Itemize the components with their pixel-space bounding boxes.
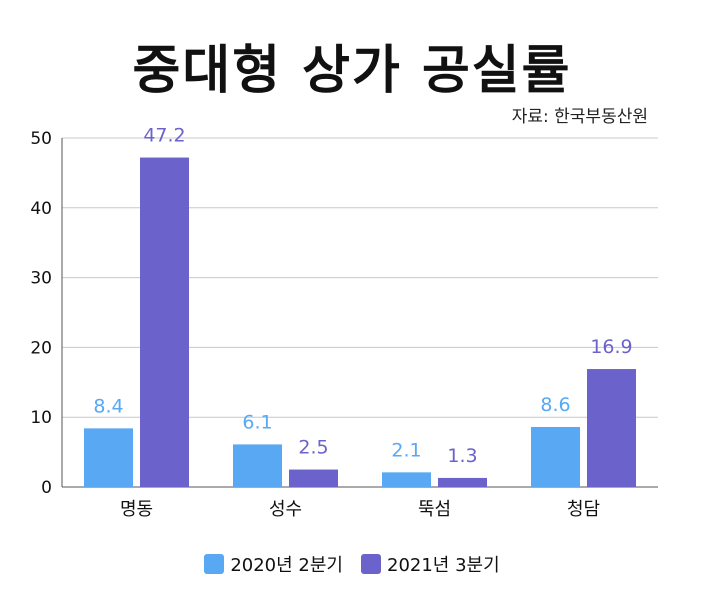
y-tick-label: 0 bbox=[41, 478, 52, 498]
chart-title: 중대형 상가 공실률 bbox=[132, 41, 572, 101]
legend-swatch-series1 bbox=[204, 554, 225, 574]
bar-series1 bbox=[84, 428, 133, 487]
data-label: 6.1 bbox=[242, 411, 272, 433]
data-label: 16.9 bbox=[590, 336, 632, 358]
y-tick-label: 40 bbox=[30, 199, 52, 219]
data-label: 8.6 bbox=[540, 394, 570, 416]
data-label: 1.3 bbox=[447, 445, 477, 467]
data-label: 2.5 bbox=[298, 437, 328, 459]
legend: 2020년 2분기 2021년 3분기 bbox=[0, 551, 704, 577]
data-label: 8.4 bbox=[93, 395, 123, 417]
legend-label-series1: 2020년 2분기 bbox=[230, 555, 343, 576]
bar-series1 bbox=[382, 472, 431, 487]
legend-item-series1: 2020년 2분기 bbox=[204, 551, 343, 577]
source-note: 자료: 한국부동산원 bbox=[511, 107, 648, 127]
legend-swatch-series2 bbox=[361, 554, 381, 574]
bar-series2 bbox=[438, 477, 487, 487]
bar-series1 bbox=[531, 426, 580, 487]
bar-series2 bbox=[140, 157, 189, 487]
data-label: 2.1 bbox=[391, 439, 421, 461]
x-tick-label: 뚝섬 bbox=[418, 499, 451, 520]
legend-label-series2: 2021년 3분기 bbox=[387, 555, 500, 576]
x-tick-label: 청담 bbox=[567, 499, 600, 520]
x-tick-label: 성수 bbox=[269, 499, 302, 520]
data-label: 47.2 bbox=[143, 125, 185, 147]
legend-item-series2: 2021년 3분기 bbox=[361, 551, 500, 577]
y-tick-label: 50 bbox=[30, 129, 52, 149]
bar-series1 bbox=[233, 444, 282, 487]
y-tick-label: 20 bbox=[30, 338, 52, 358]
y-tick-label: 30 bbox=[30, 269, 52, 289]
x-tick-label: 명동 bbox=[120, 499, 153, 520]
bar-series2 bbox=[587, 369, 636, 487]
bar-series2 bbox=[289, 469, 338, 487]
y-tick-label: 10 bbox=[30, 408, 52, 428]
